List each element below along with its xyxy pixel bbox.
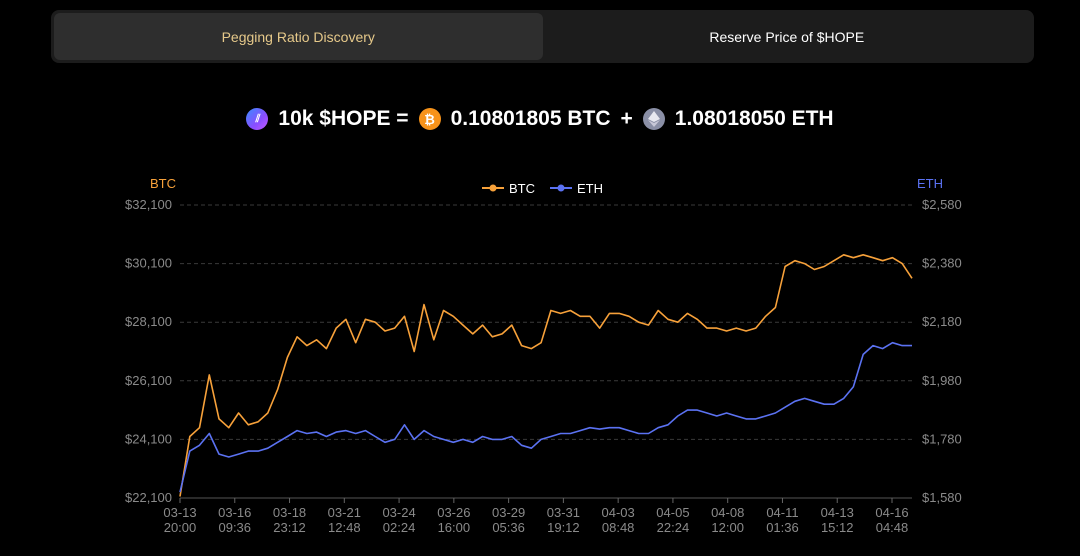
y-left-tick-label: $28,100: [125, 314, 172, 329]
series-line-btc: [179, 254, 913, 497]
y-right-tick-label: $1,580: [922, 490, 962, 505]
x-tick-date: 04-16: [875, 505, 908, 520]
x-tick-date: 04-05: [656, 505, 689, 520]
left-y-axis: $32,100 $30,100 $28,100 $26,100 $24,100 $22,1…: [125, 197, 172, 505]
x-tick-time: 23:12: [273, 520, 306, 535]
right-axis-label: ETH: [917, 176, 943, 191]
x-tick-time: 22:24: [657, 520, 690, 535]
hope-token-icon: ⫽: [246, 108, 269, 130]
series-line-eth: [179, 341, 912, 493]
y-left-tick-label: $26,100: [125, 373, 172, 388]
ratio-plus: +: [620, 107, 633, 130]
x-tick-time: 20:00: [164, 520, 197, 535]
x-tick-date: 03-21: [328, 505, 361, 520]
ratio-eth-value: 1.08018050 ETH: [674, 107, 834, 130]
y-left-tick-label: $30,100: [125, 256, 172, 271]
x-tick-time: 09:36: [218, 520, 251, 535]
y-right-tick-label: $2,380: [922, 256, 962, 271]
x-tick-time: 01:36: [766, 520, 799, 535]
x-tick-date: 03-24: [382, 505, 415, 520]
x-tick-date: 03-31: [547, 505, 580, 520]
x-tick-date: 04-08: [711, 505, 744, 520]
y-right-tick-label: $1,980: [922, 373, 962, 388]
legend-label: ETH: [577, 181, 603, 196]
pegging-ratio-display: ⫽ 10k $HOPE = ₿ 0.10801805 BTC + 1.08018…: [0, 104, 1080, 134]
x-tick-date: 03-18: [273, 505, 306, 520]
legend-label: BTC: [509, 181, 535, 196]
x-tick-time: 16:00: [438, 520, 471, 535]
ratio-lhs: 10k $HOPE =: [278, 107, 409, 130]
x-tick-time: 05:36: [492, 520, 525, 535]
price-chart: BTC ETH BTC ETH $32,100 $30,100 $28,100 $26,…: [0, 160, 1080, 556]
x-tick-date: 03-29: [492, 505, 525, 520]
y-right-tick-label: $2,180: [922, 314, 962, 329]
x-tick-time: 12:48: [328, 520, 361, 535]
right-y-axis: $2,580 $2,380 $2,180 $1,980 $1,780 $1,580: [922, 197, 962, 505]
y-right-tick-label: $1,780: [922, 431, 962, 446]
legend-marker-0: [489, 184, 497, 192]
y-left-tick-label: $24,100: [125, 431, 172, 446]
left-axis-label: BTC: [150, 176, 176, 191]
ethereum-icon: [642, 108, 665, 130]
tab-reserve-price[interactable]: Reserve Price of $HOPE: [709, 28, 865, 45]
x-tick-date: 04-03: [602, 505, 635, 520]
ratio-btc-value: 0.10801805 BTC: [450, 107, 611, 130]
x-tick-time: 08:48: [602, 520, 635, 535]
x-tick-time: 15:12: [821, 520, 854, 535]
x-tick-time: 02:24: [383, 520, 416, 535]
chart-grid: [180, 204, 912, 499]
x-tick-date: 03-26: [437, 505, 470, 520]
y-right-tick-label: $2,580: [922, 197, 962, 212]
tab-bar: Pegging Ratio Discovery Reserve Price of…: [51, 10, 1034, 63]
chart-series: [179, 254, 913, 497]
tab-pegging-ratio-discovery[interactable]: Pegging Ratio Discovery: [54, 13, 543, 60]
x-tick-date: 04-11: [766, 505, 798, 520]
price-chart-svg: BTC ETH BTC ETH $32,100 $30,100 $28,100 $26,…: [125, 176, 962, 535]
x-tick-date: 04-13: [821, 505, 854, 520]
x-tick-date: 03-16: [218, 505, 251, 520]
x-tick-date: 03-13: [163, 505, 196, 520]
chart-legend: BTC ETH: [482, 181, 603, 196]
x-tick-time: 19:12: [547, 520, 580, 535]
bitcoin-icon: ₿: [418, 108, 441, 130]
y-left-tick-label: $22,100: [125, 490, 172, 505]
x-tick-time: 04:48: [876, 520, 909, 535]
x-tick-time: 12:00: [711, 520, 744, 535]
y-left-tick-label: $32,100: [125, 197, 172, 212]
legend-marker-1: [557, 184, 565, 192]
